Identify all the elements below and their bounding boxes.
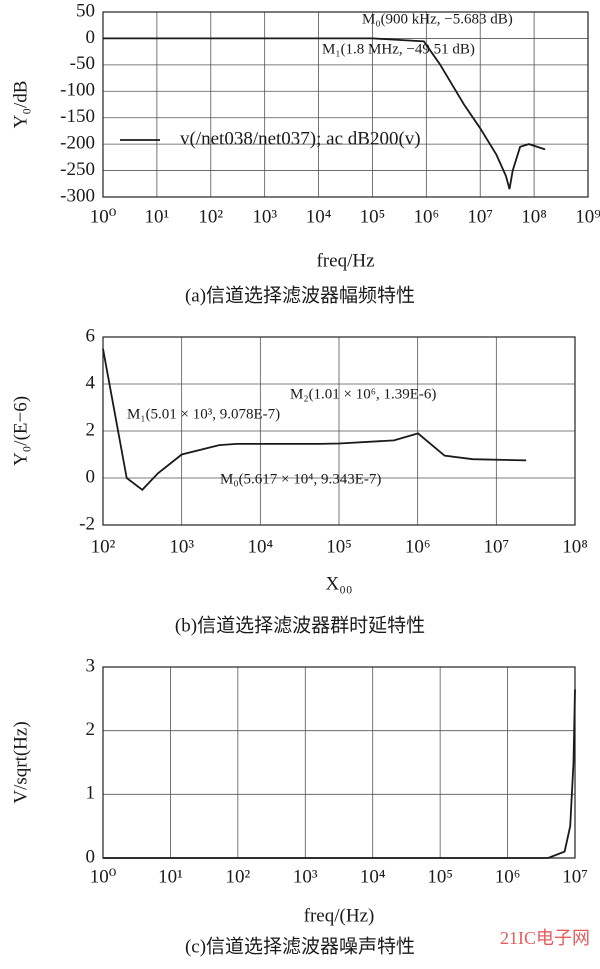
y-tick-label: -250 <box>60 159 95 180</box>
chart-title: (b)信道选择滤波器群时延特性 <box>175 614 425 636</box>
x-tick-label: 10⁹ <box>575 206 600 227</box>
y-tick-label: 2 <box>86 419 96 440</box>
plot-frame <box>102 11 589 198</box>
marker-annotation: M₂(1.01 × 10⁶, 1.39E-6) <box>290 386 436 402</box>
y-axis-label: Y₀/dB <box>10 81 31 129</box>
y-tick-label: -300 <box>60 185 95 206</box>
x-tick-label: 10⁸ <box>521 206 547 227</box>
x-tick-label: 10⁰ <box>90 206 117 227</box>
x-tick-label: 10⁶ <box>414 206 440 227</box>
chart-title: (c)信道选择滤波器噪声特性 <box>185 935 415 957</box>
x-tick-label: 10⁶ <box>495 866 521 887</box>
marker-annotation: M₁(5.01 × 10³, 9.078E-7) <box>127 406 280 422</box>
x-tick-label: 10⁰ <box>90 866 117 887</box>
y-tick-label: 50 <box>76 0 95 21</box>
y-axis-label: V/sqrt(Hz) <box>10 721 31 803</box>
y-tick-label: 6 <box>86 325 96 346</box>
x-tick-label: 10⁴ <box>248 536 274 557</box>
x-tick-label: 10⁷ <box>484 536 510 557</box>
x-tick-label: 10⁵ <box>427 866 453 887</box>
x-tick-label: 10⁴ <box>306 206 332 227</box>
y-tick-label: 3 <box>86 655 96 676</box>
y-tick-label: 1 <box>86 783 96 804</box>
y-tick-label: 0 <box>86 846 96 867</box>
x-tick-label: 10¹ <box>158 866 183 887</box>
x-axis-label: freq/Hz <box>316 250 374 271</box>
series-line <box>103 37 546 190</box>
x-tick-label: 10⁸ <box>562 536 588 557</box>
x-tick-label: 10³ <box>252 206 277 227</box>
series-line <box>102 348 527 492</box>
y-tick-label: 0 <box>86 27 96 48</box>
x-tick-label: 10² <box>198 206 223 227</box>
x-tick-label: 10² <box>226 866 251 887</box>
series-line <box>103 689 576 859</box>
legend-label: v(/net038/net037); ac dB200(v) <box>180 128 421 149</box>
watermark: 21IC电子网 <box>500 928 590 948</box>
y-tick-label: -200 <box>60 133 95 154</box>
x-axis-label: X₀₀ <box>326 573 353 594</box>
x-tick-label: 10⁷ <box>562 866 588 887</box>
x-tick-label: 10¹ <box>145 206 170 227</box>
x-tick-label: 10⁴ <box>360 866 386 887</box>
plot-frame <box>102 666 576 859</box>
x-tick-label: 10² <box>91 536 116 557</box>
x-axis-label: freq/(Hz) <box>304 905 375 926</box>
marker-annotation: M₀(5.617 × 10⁴, 9.343E-7) <box>220 471 381 487</box>
plot-frame <box>102 336 576 526</box>
y-tick-label: 2 <box>86 719 96 740</box>
x-tick-label: 10⁷ <box>467 206 493 227</box>
y-axis-label: Y₀/(E−6) <box>10 396 31 466</box>
y-tick-label: 4 <box>86 372 96 393</box>
marker-annotation: M₀(900 kHz, −5.683 dB) <box>362 11 513 27</box>
y-tick-label: -2 <box>79 513 95 534</box>
chart-title: (a)信道选择滤波器幅频特性 <box>185 284 415 306</box>
y-tick-label: -100 <box>60 80 95 101</box>
x-tick-label: 10⁶ <box>405 536 431 557</box>
marker-annotation: M₁(1.8 MHz, −49.51 dB) <box>322 41 475 57</box>
x-tick-label: 10³ <box>169 536 194 557</box>
x-tick-label: 10⁵ <box>360 206 386 227</box>
y-tick-label: -50 <box>70 53 95 74</box>
x-tick-label: 10⁵ <box>326 536 352 557</box>
x-tick-label: 10³ <box>293 866 318 887</box>
y-tick-label: -150 <box>60 106 95 127</box>
y-tick-label: 0 <box>86 466 96 487</box>
